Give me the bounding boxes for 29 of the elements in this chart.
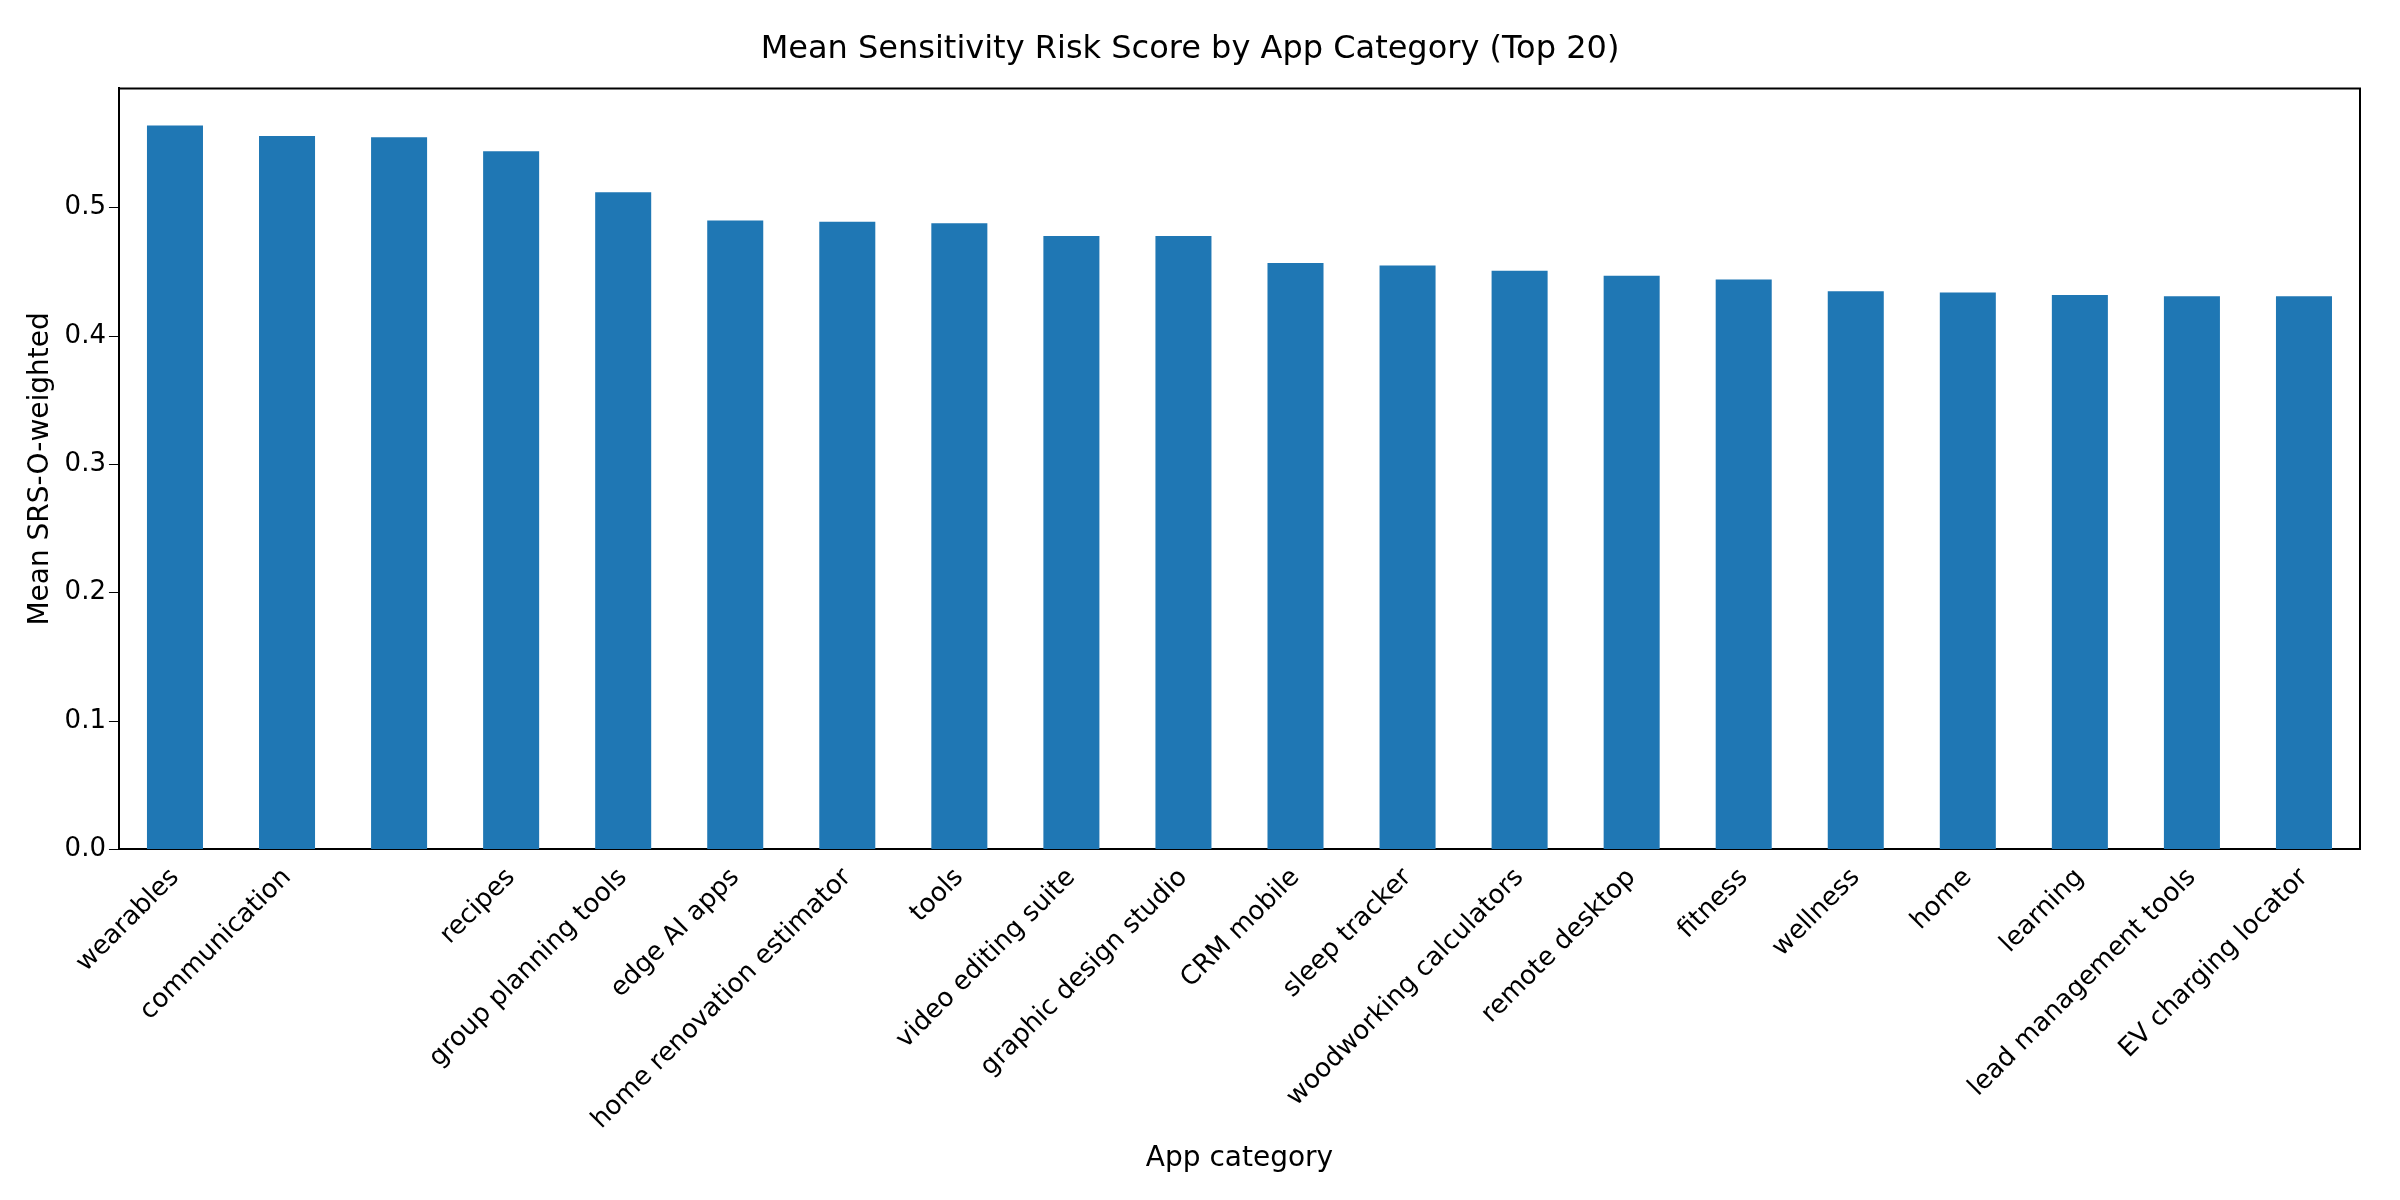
bar [2051,295,2108,849]
y-tick-label: 0.5 [64,190,106,221]
y-tick-label: 0.2 [64,575,106,606]
y-tick-label: 0.0 [64,832,106,863]
x-axis-title: App category [1145,1140,1334,1174]
y-tick-label: 0.3 [64,447,106,478]
bar [595,192,652,849]
bar [146,125,203,849]
y-tick-label: 0.1 [64,703,106,734]
bar [1379,265,1436,849]
bar [1267,262,1324,849]
bar [371,137,428,849]
bar [707,220,764,849]
y-tick-label: 0.4 [64,318,106,349]
bar [1827,291,1884,849]
bar [1715,279,1772,849]
bar [1603,275,1660,849]
bar [1939,292,1996,849]
bar [2275,296,2332,849]
bar [1491,270,1548,849]
y-axis-title: Mean SRS-O-weighted [22,312,56,626]
bar [931,223,988,849]
bar [2163,296,2220,849]
chart-title: Mean Sensitivity Risk Score by App Category (Top 20) [760,27,1620,66]
bar [483,151,540,849]
bar [1155,235,1212,849]
bar [819,221,876,849]
bar [1043,235,1100,849]
bar [259,135,316,849]
